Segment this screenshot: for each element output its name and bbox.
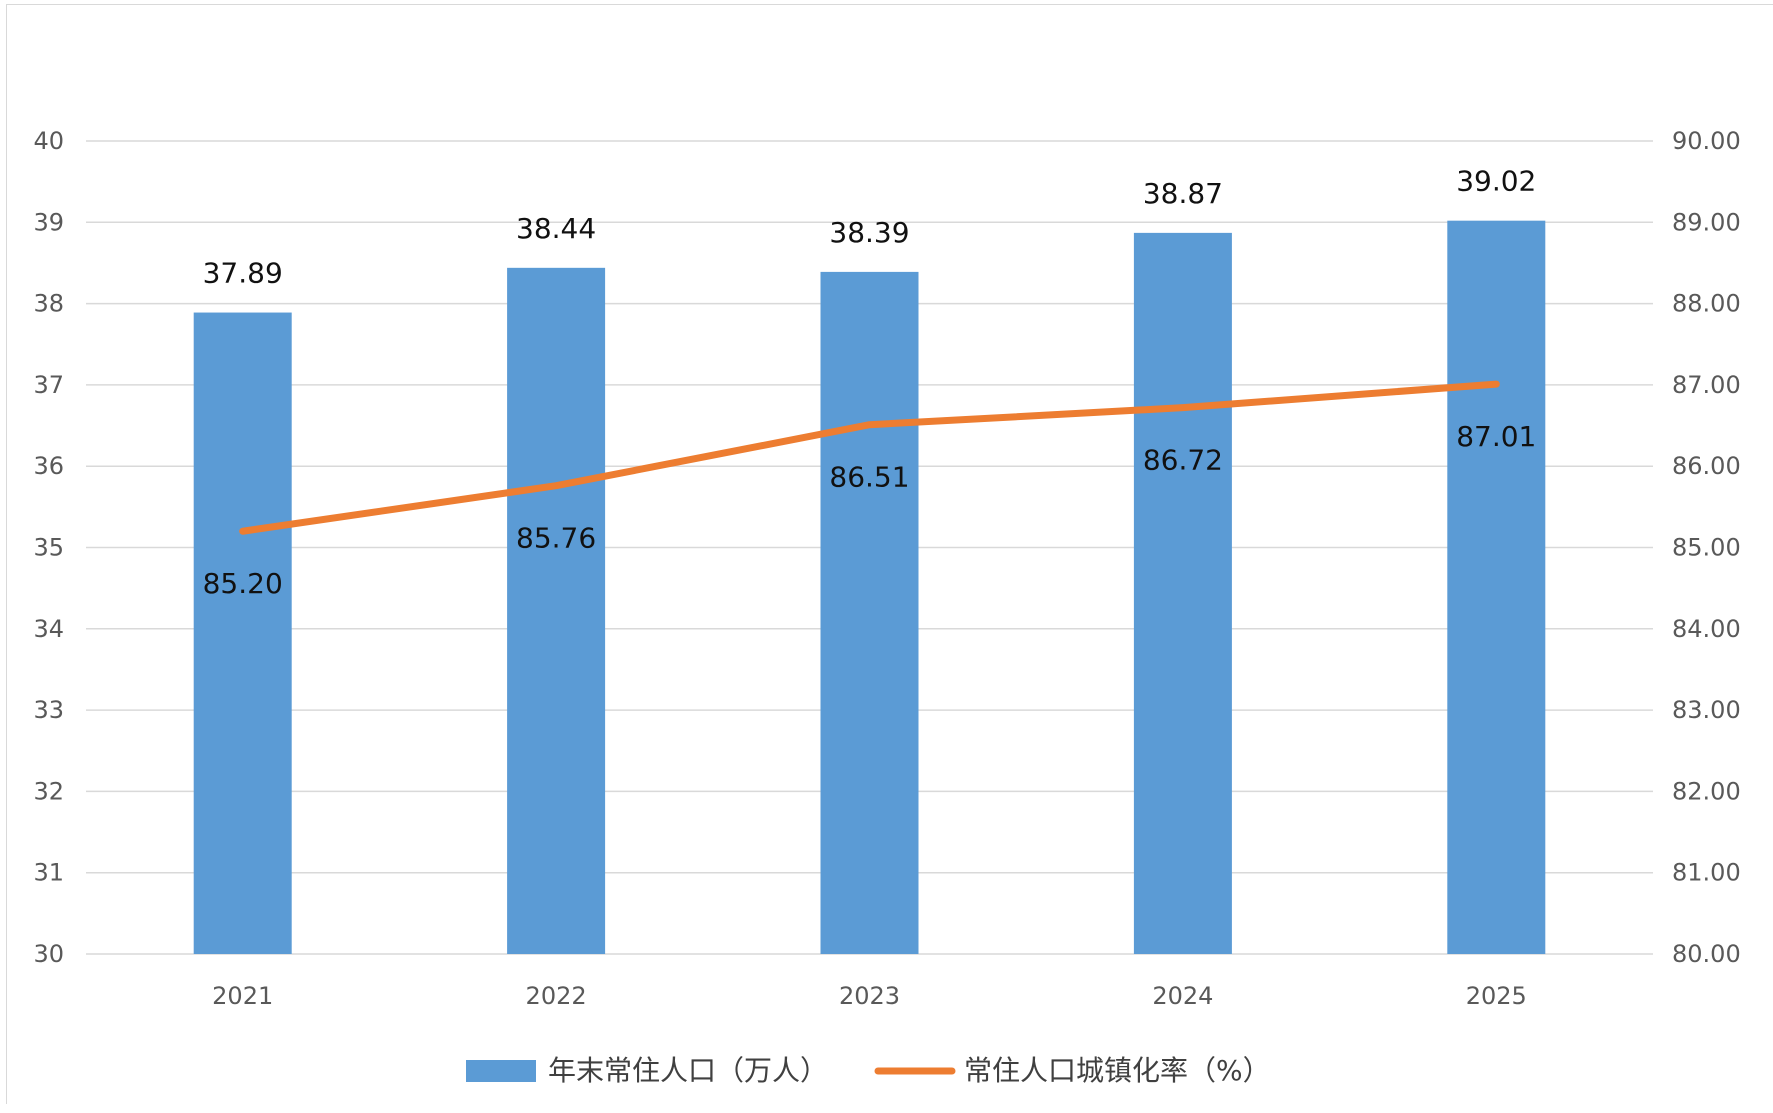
left-y-axis: 30 31 32 33 34 35 36 37 38 39 40 <box>33 127 64 968</box>
left-axis-tick-label: 36 <box>33 452 64 480</box>
line-point <box>555 484 558 487</box>
legend-swatch-bar <box>466 1060 536 1082</box>
bar <box>820 271 919 954</box>
right-y-axis: 80.00 81.00 82.00 83.00 84.00 85.00 86.00 87.00… <box>1672 127 1741 968</box>
bar-data-label: 38.44 <box>516 212 596 245</box>
left-axis-tick-label: 39 <box>33 208 64 236</box>
right-axis-tick-label: 90.00 <box>1672 127 1741 155</box>
line-data-label: 86.51 <box>829 461 909 494</box>
x-axis-tick-label: 2021 <box>212 982 273 1010</box>
left-axis-tick-label: 38 <box>33 290 64 318</box>
right-axis-tick-label: 86.00 <box>1672 452 1741 480</box>
line-point <box>1495 383 1498 386</box>
bar <box>1133 232 1232 954</box>
line-data-label: 87.01 <box>1456 420 1536 453</box>
right-axis-tick-label: 88.00 <box>1672 290 1741 318</box>
chart-frame <box>6 4 1773 1104</box>
bar <box>1447 220 1546 954</box>
line-series <box>239 380 1500 535</box>
left-axis-tick-label: 40 <box>33 127 64 155</box>
legend-label-bar: 年末常住人口（万人） <box>548 1054 828 1087</box>
line-data-label: 86.72 <box>1143 444 1223 477</box>
bar-data-label: 39.02 <box>1456 165 1536 198</box>
x-axis-tick-label: 2024 <box>1152 982 1213 1010</box>
left-axis-tick-label: 32 <box>33 777 64 805</box>
bar-data-label: 38.39 <box>829 216 909 249</box>
left-axis-tick-label: 30 <box>33 940 64 968</box>
x-axis-tick-label: 2022 <box>526 982 587 1010</box>
line-data-label: 85.76 <box>516 522 596 555</box>
bar-data-label: 38.87 <box>1143 177 1223 210</box>
right-axis-tick-label: 82.00 <box>1672 777 1741 805</box>
x-axis-tick-label: 2025 <box>1466 982 1527 1010</box>
data-labels: 37.89 38.44 38.39 38.87 39.02 85.20 85.76 86.51… <box>203 165 1537 601</box>
line-point <box>868 423 871 426</box>
left-axis-tick-label: 34 <box>33 615 64 643</box>
left-axis-tick-label: 35 <box>33 534 64 562</box>
left-axis-tick-label: 37 <box>33 371 64 399</box>
line-data-label: 85.20 <box>203 567 283 600</box>
left-axis-tick-label: 33 <box>33 696 64 724</box>
bar-data-label: 37.89 <box>203 257 283 290</box>
bar <box>193 312 292 955</box>
line-point <box>1181 406 1184 409</box>
bar <box>507 267 606 954</box>
left-axis-tick-label: 31 <box>33 859 64 887</box>
legend: 年末常住人口（万人） 常住人口城镇化率（%） <box>466 1054 1271 1087</box>
x-axis: 2021 2022 2023 2024 2025 <box>212 982 1527 1010</box>
x-axis-tick-label: 2023 <box>839 982 900 1010</box>
line-point <box>241 530 244 533</box>
bar-series <box>193 220 1546 955</box>
right-axis-tick-label: 84.00 <box>1672 615 1741 643</box>
right-axis-tick-label: 85.00 <box>1672 534 1741 562</box>
right-axis-tick-label: 81.00 <box>1672 859 1741 887</box>
right-axis-tick-label: 83.00 <box>1672 696 1741 724</box>
legend-label-line: 常住人口城镇化率（%） <box>964 1054 1271 1087</box>
right-axis-tick-label: 87.00 <box>1672 371 1741 399</box>
right-axis-tick-label: 80.00 <box>1672 940 1741 968</box>
right-axis-tick-label: 89.00 <box>1672 208 1741 236</box>
